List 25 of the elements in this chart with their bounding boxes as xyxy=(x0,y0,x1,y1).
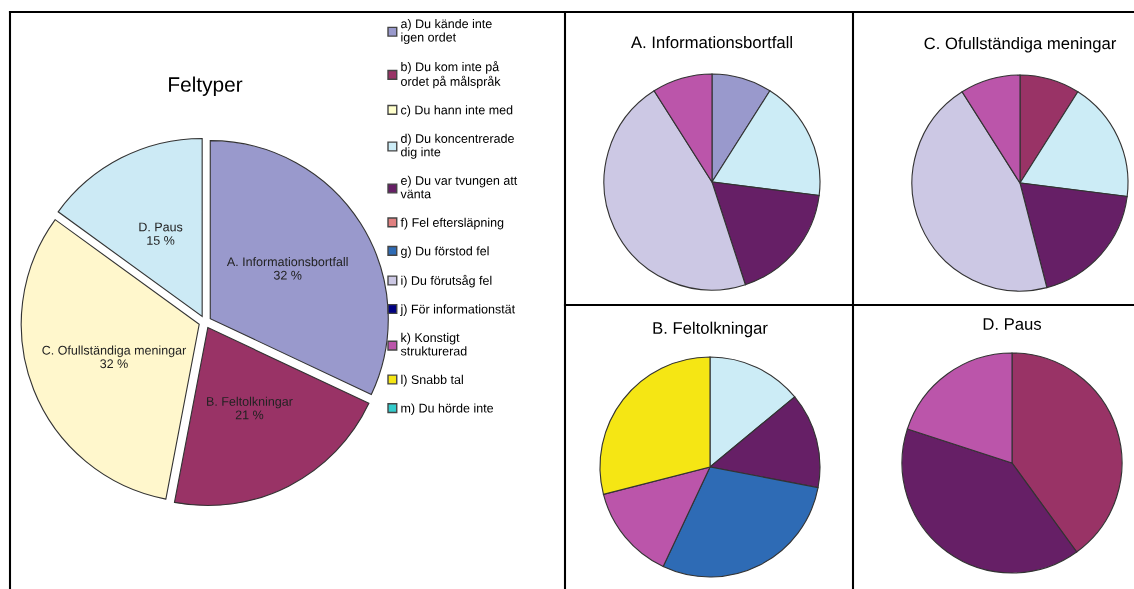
legend-label: d) Du koncentrerade dig inte xyxy=(401,133,514,159)
chart-title: D. Paus xyxy=(983,318,1042,330)
data-label: 32 % xyxy=(273,270,302,280)
chart-title: Feltyper xyxy=(169,76,243,96)
slice-label: C. Ofullständiga meningar xyxy=(42,345,187,358)
slice-label: D. Paus xyxy=(139,222,183,232)
data-label: 21 % xyxy=(235,410,264,420)
legend-label: i) Du förutsåg fel xyxy=(401,274,492,288)
legend-label: b) Du kom inte på ordet på målspråk xyxy=(401,60,501,89)
legend-label: l) Snabb tal xyxy=(401,374,463,387)
legend-label: e) Du var tvungen att vänta xyxy=(400,175,518,199)
data-label: 15 % xyxy=(147,236,175,245)
chart-title: C. Ofullständiga meningar xyxy=(924,37,1117,53)
legend-label: m) Du hörde inte xyxy=(401,403,494,416)
chart-title: B. Feltolkningar xyxy=(653,321,768,338)
legend-label: j) För informationstät xyxy=(400,304,516,316)
legend-label: c) Du hann inte med xyxy=(401,105,513,117)
legend-label: a) Du kände inte igen ordet xyxy=(401,19,492,45)
legend-label: f) Fel eftersläpning xyxy=(400,217,504,230)
slice-label: A. Informationsbortfall xyxy=(226,256,348,267)
legend-label: k) Konstigt strukturerad xyxy=(400,332,467,356)
text: A. Informationsbortfall xyxy=(630,36,792,49)
legend-label: g) Du förstod fel xyxy=(401,246,489,258)
slice-label: B. Feltolkningar xyxy=(207,396,293,409)
data-label: 32 % xyxy=(100,359,128,369)
